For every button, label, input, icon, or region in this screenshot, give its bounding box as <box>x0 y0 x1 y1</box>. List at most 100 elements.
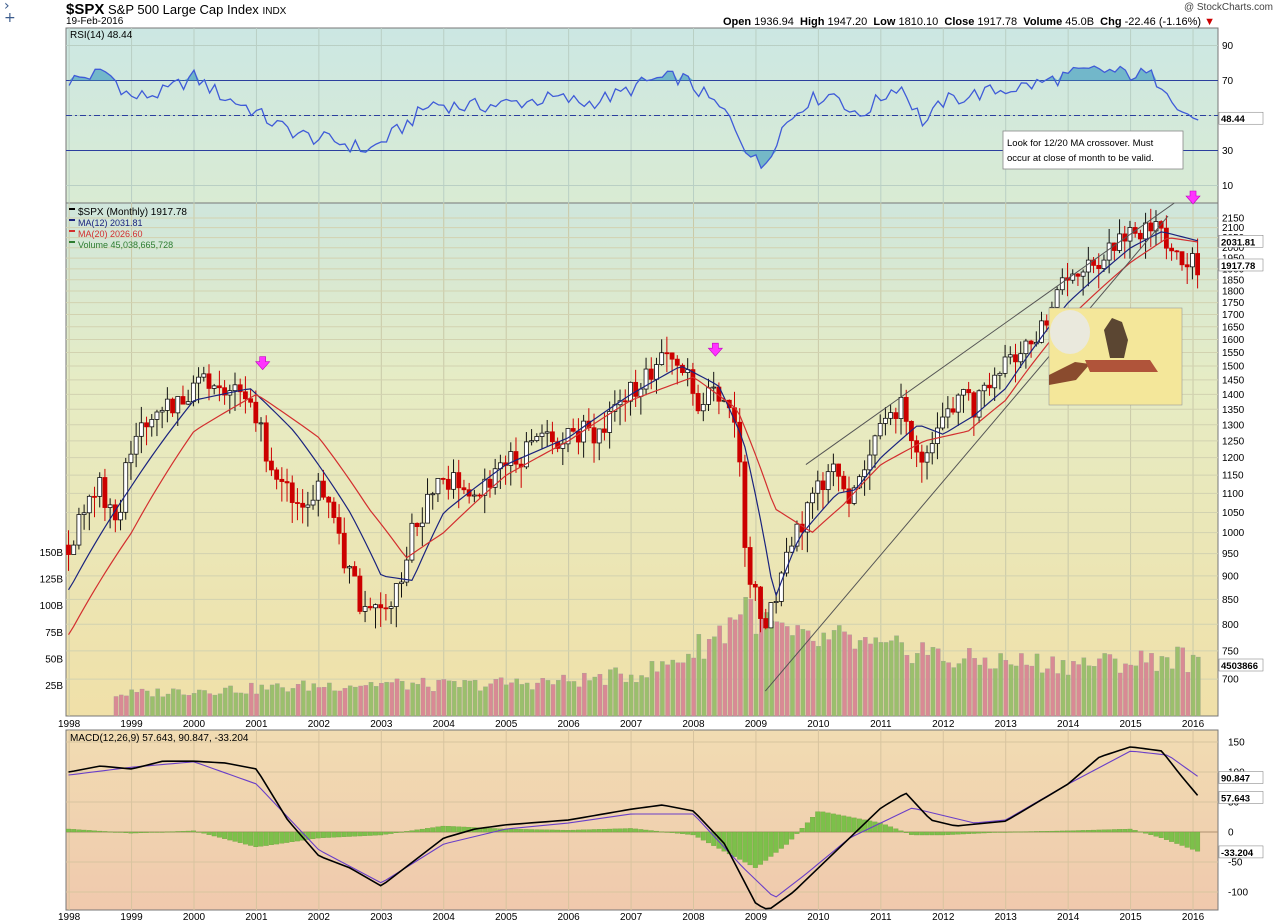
x-tick-label: 2014 <box>1057 719 1080 730</box>
macd-histogram-bar <box>190 830 196 833</box>
macd-histogram-bar <box>399 831 404 833</box>
candle-body <box>159 410 165 413</box>
volume-bar <box>358 685 363 717</box>
candle-body <box>180 396 186 405</box>
volume-bar <box>269 684 275 717</box>
macd-histogram-bar <box>66 828 71 833</box>
macd-last-value-box <box>1218 771 1264 784</box>
volume-bar <box>285 691 291 717</box>
macd-histogram-bar <box>534 829 540 833</box>
macd-histogram-bar <box>1174 831 1180 844</box>
price-tick-label: 1000 <box>1222 528 1245 539</box>
macd-histogram-bar <box>133 831 139 834</box>
macd-histogram-bar <box>196 831 202 833</box>
volume-bar <box>264 689 270 717</box>
volume-bar <box>530 689 535 717</box>
candle-body <box>461 487 467 491</box>
price-tick-label: 1150 <box>1222 471 1244 482</box>
macd-histogram-bar <box>799 828 805 833</box>
macd-histogram-bar <box>393 831 399 833</box>
ma-last-value-box <box>1218 235 1264 248</box>
candle-body <box>253 401 259 424</box>
macd-histogram-bar <box>841 815 847 833</box>
rsi-last-value: 48.44 <box>1221 114 1245 125</box>
price-tick-label: 1600 <box>1222 335 1245 346</box>
macd-histogram-bar <box>882 824 888 833</box>
volume-bar <box>587 680 592 717</box>
volume-bar <box>1159 656 1165 717</box>
macd-histogram-bar <box>1059 830 1065 833</box>
volume-bar <box>472 679 478 717</box>
macd-histogram-bar <box>1127 828 1133 833</box>
volume-bar <box>660 661 665 717</box>
macd-histogram-bar <box>627 828 633 833</box>
macd-histogram-bar <box>123 831 129 833</box>
collapse-icon[interactable]: › <box>4 0 10 14</box>
volume-bar <box>316 687 322 717</box>
volume-bar <box>701 658 707 717</box>
candle-body <box>211 385 217 389</box>
macd-histogram-bar <box>867 820 873 833</box>
volume-bar <box>894 635 899 717</box>
candle-body <box>284 481 290 484</box>
candle-body <box>274 469 280 480</box>
macd-histogram-bar <box>1080 830 1086 833</box>
candle-body <box>815 480 821 494</box>
candle-body <box>144 422 149 428</box>
volume-bar <box>852 648 858 717</box>
candle-body <box>175 396 181 414</box>
candle-body <box>711 386 717 389</box>
volume-bar <box>134 692 140 717</box>
volume-bar <box>826 639 832 717</box>
volume-bar <box>727 617 733 717</box>
volume-bar <box>686 653 691 717</box>
volume-bar <box>769 620 774 717</box>
macd-histogram-bar <box>601 829 607 833</box>
volume-bar <box>363 685 369 717</box>
candle-body <box>269 460 274 471</box>
macd-histogram-bar <box>1007 831 1013 833</box>
candle-body <box>451 472 456 490</box>
candle-body <box>955 394 961 413</box>
macd-histogram-bar <box>575 829 581 833</box>
x-tick-label: 2015 <box>1119 719 1142 730</box>
macd-histogram-bar <box>523 829 529 833</box>
candle-body <box>419 522 425 528</box>
candle-body <box>872 435 878 456</box>
add-icon[interactable]: + <box>4 10 16 26</box>
candle-body <box>680 364 685 373</box>
candle-body <box>352 566 358 577</box>
volume-bar <box>566 681 571 717</box>
macd-histogram-bar <box>185 830 191 833</box>
volume-bar <box>1107 654 1113 717</box>
candle-body <box>825 471 831 491</box>
volume-bar <box>514 678 519 717</box>
macd-histogram-bar <box>159 831 165 833</box>
volume-bar <box>644 677 650 717</box>
candle-body <box>987 384 992 389</box>
macd-histogram-bar <box>830 813 836 833</box>
volume-bar <box>717 625 722 717</box>
volume-bar <box>847 634 852 717</box>
candle-body <box>570 428 576 432</box>
volume-bar <box>941 660 946 717</box>
volume-bar <box>800 629 806 717</box>
volume-bar <box>696 634 702 717</box>
macd-histogram-bar <box>820 811 826 833</box>
macd-histogram-bar <box>596 829 602 833</box>
price-tick-label: 850 <box>1222 595 1239 606</box>
cartoon-coyote <box>1104 318 1128 358</box>
candle-body <box>1174 250 1180 253</box>
candle-body <box>1169 247 1174 252</box>
rsi-tick-label: 70 <box>1222 76 1234 87</box>
macd-histogram-bar <box>586 829 592 833</box>
volume-bar <box>550 684 556 717</box>
lower-trendline <box>764 215 1169 692</box>
volume-bar <box>722 643 728 717</box>
macd-histogram-bar <box>289 831 295 842</box>
candle-body <box>258 422 264 425</box>
volume-bar <box>275 683 280 717</box>
macd-histogram-bar <box>336 831 342 838</box>
candle-body <box>201 373 207 378</box>
